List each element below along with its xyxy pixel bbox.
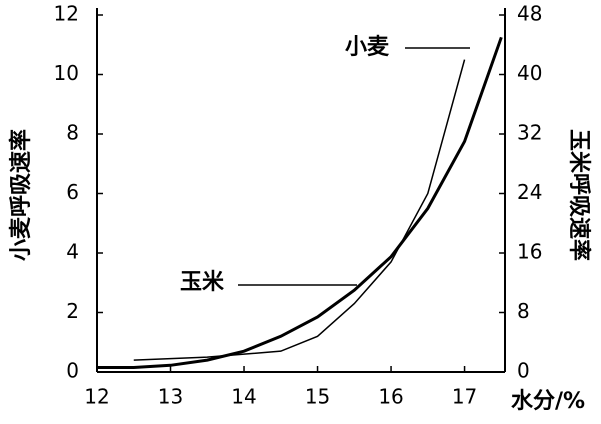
y-tick-label: 0	[66, 359, 79, 383]
y2-axis-title: 玉米呼吸速率	[566, 129, 592, 261]
y-tick-label: 8	[66, 121, 79, 145]
x-tick-label: 15	[305, 385, 330, 409]
y2-tick-label: 24	[517, 180, 542, 204]
y-axis-title: 小麦呼吸速率	[8, 129, 34, 261]
y-tick-label: 6	[66, 180, 79, 204]
series-line	[97, 36, 503, 370]
y-tick-label: 10	[54, 61, 79, 85]
x-tick-label: 16	[378, 385, 403, 409]
series-line	[133, 59, 466, 361]
x-tick-label: 13	[158, 385, 183, 409]
x-axis-title: 水分/%	[511, 389, 585, 414]
series-label: 玉米	[180, 270, 225, 295]
x-tick-label: 17	[452, 385, 477, 409]
y2-tick-label: 32	[517, 121, 542, 145]
x-tick-label: 14	[231, 385, 256, 409]
y2-tick-label: 16	[517, 240, 542, 264]
y-tick-label: 2	[66, 299, 79, 323]
x-tick-label: 12	[84, 385, 109, 409]
y2-tick-label: 48	[517, 2, 542, 26]
y2-tick-label: 8	[517, 299, 530, 323]
y2-tick-label: 0	[517, 359, 530, 383]
series-label: 小麦	[345, 34, 390, 60]
y-tick-label: 4	[66, 240, 79, 264]
y-tick-label: 12	[54, 2, 79, 26]
y2-tick-label: 40	[517, 61, 542, 85]
